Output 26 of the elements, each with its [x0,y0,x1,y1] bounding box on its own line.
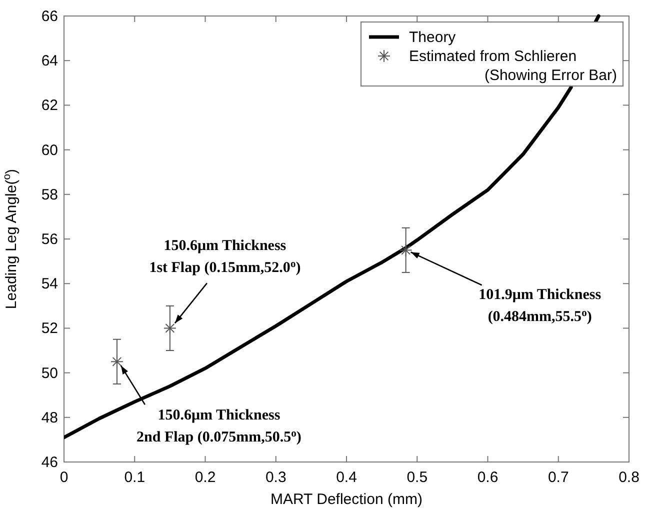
y-tick-label: 46 [41,454,58,471]
x-tick-label: 0.7 [548,469,569,486]
y-tick-label: 60 [41,142,58,159]
legend-label: Estimated from Schlieren (Showing Error Bar) [409,48,617,84]
y-tick-label: 50 [41,364,58,382]
y-tick-label: 62 [41,97,58,114]
y-tick-label: 66 [41,8,58,25]
y-tick-label: 58 [41,186,58,204]
y-tick-label: 54 [41,276,58,293]
annotation: 150.6μm Thickness 1st Flap (0.15mm,52.0$^{o}$) [149,238,301,276]
y-tick-label: 52 [41,320,58,338]
y-tick-label: 64 [41,52,58,70]
x-tick-label: 0.3 [265,469,286,486]
x-tick-label: 0.4 [336,469,357,486]
legend-label: Theory [409,29,456,46]
annotation: 101.9μm Thickness (0.484mm,55.5$^{o}$) [478,287,602,326]
x-tick-label: 0.6 [477,469,498,486]
x-axis-title: MART Deflection (mm) [270,491,422,508]
x-tick-label: 0.8 [618,469,640,486]
x-tick-label: 0.1 [124,469,146,486]
x-tick-label: 0.2 [194,469,216,486]
x-tick-label: 0.5 [406,469,428,486]
x-tick-label: 0 [60,469,68,486]
annotation: 150.6μm Thickness 2nd Flap (0.075mm,50.5$^{o}$) [136,408,302,446]
y-tick-label: 48 [41,409,58,426]
y-tick-label: 56 [41,231,58,248]
